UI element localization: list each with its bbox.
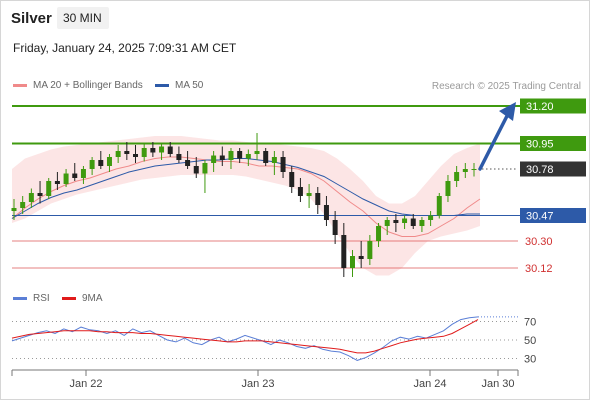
candle-body [462,169,468,172]
candle-body [176,154,182,160]
rsi-line [11,316,479,361]
level-label-31.20: 31.20 [526,101,554,113]
candle-body [202,163,208,174]
forecast-arrow-head [499,102,516,121]
candle-body [115,151,121,157]
candle-body [471,169,477,170]
legend-ma50: MA 50 [155,80,203,91]
level-label-30.12: 30.12 [525,263,553,275]
candle-body [133,154,139,157]
rsi-tick-30: 30 [524,354,536,366]
candle-body [150,148,156,153]
candle-body [323,205,329,220]
x-tick-label-jan-30: Jan 30 [481,378,514,390]
legend-ma20-label: MA 20 + Bollinger Bands [33,80,143,91]
candle-body [237,151,243,159]
candle-body [80,169,86,178]
candle-body [289,172,295,187]
candle-body [254,151,260,154]
copyright-text: Research © 2025 Trading Central [431,81,581,92]
candle-body [436,196,442,216]
candle-body [306,193,312,196]
candle-body [263,151,269,163]
level-label-30.95: 30.95 [526,139,554,151]
candle-body [280,157,286,172]
candle-body [167,146,173,154]
candle-body [185,160,191,166]
candle-body [72,173,78,178]
candle-body [37,193,43,196]
legend-rsi-label: RSI [33,293,50,304]
candle-body [419,220,425,226]
datetime-label: Friday, January 24, 2025 7:09:31 AM CET [13,41,237,55]
candle-body [428,215,434,220]
level-label-30.47: 30.47 [526,211,554,223]
x-tick-label-jan-24: Jan 24 [413,378,446,390]
legend-ma9: 9MA [62,293,103,304]
candle-body [28,193,34,202]
candle-body [11,208,17,211]
x-tick-label-jan-22: Jan 22 [69,378,102,390]
legend-ma9-swatch [62,297,76,300]
instrument-title: Silver [11,10,52,27]
candle-body [106,157,112,166]
candle-body [332,220,338,235]
candle-body [63,173,69,184]
candle-body [297,187,303,196]
forecast-arrow-shaft [478,112,510,171]
rsi-tick-50: 50 [524,335,536,347]
candle-body [89,160,95,169]
legend-ma50-label: MA 50 [175,80,204,91]
candle-body [124,151,130,154]
legend-ma9-label: 9MA [82,293,103,304]
candle-body [454,172,460,181]
legend-ma20: MA 20 + Bollinger Bands [13,80,143,91]
candle-body [193,166,199,174]
timeframe-button[interactable]: 30 MIN [57,7,109,29]
candle-body [219,155,225,160]
level-badge-30.47 [520,208,586,223]
candle-body [98,160,104,166]
candle-body [358,256,364,259]
candle-body [159,146,165,153]
candle-body [211,155,217,163]
candle-body [349,256,355,268]
candle-body [315,193,321,205]
candle-body [367,241,373,259]
legend-ma50-swatch [155,84,169,87]
ma20-line [11,156,481,237]
candle-body [402,218,408,223]
candle-body [20,202,26,208]
legend-rsi-swatch [13,297,27,300]
candle-body [393,220,399,223]
candle-body [376,226,382,241]
legend-ma20-swatch [13,84,27,87]
candle-body [46,181,52,196]
candle-body [245,154,251,159]
rsi-9ma-line [11,319,479,354]
candle-body [54,181,60,184]
candle-body [228,151,234,160]
candle-body [141,148,147,157]
level-label-30.78: 30.78 [526,164,554,176]
legend-rsi: RSI [13,293,50,304]
candle-body [341,235,347,268]
candle-body [445,181,451,196]
level-label-30.30: 30.30 [525,236,553,248]
level-badge-30.78 [520,161,586,177]
x-tick-label-jan-23: Jan 23 [241,378,274,390]
level-badge-31.20 [520,98,586,114]
level-badge-30.95 [520,136,586,151]
candle-body [271,157,277,163]
candle-body [384,220,390,226]
candle-body [410,218,416,226]
rsi-tick-70: 70 [524,317,536,329]
